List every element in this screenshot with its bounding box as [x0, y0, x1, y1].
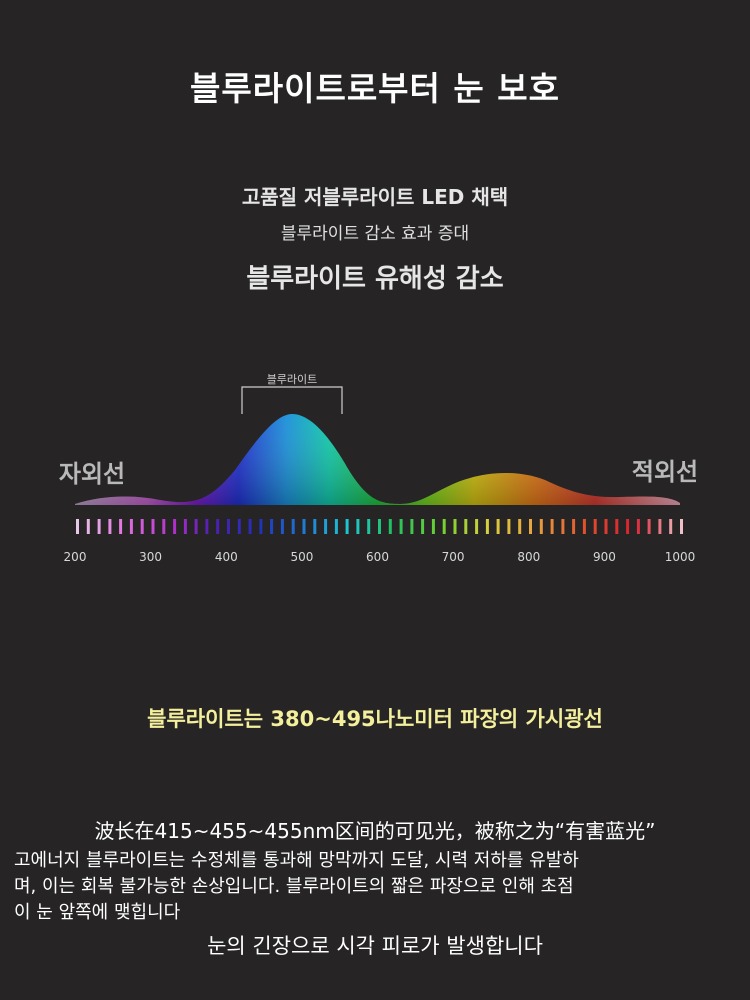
scale-bar [324, 519, 328, 534]
scale-bar [550, 519, 554, 534]
scale-bar [485, 519, 489, 534]
scale-bar [475, 519, 479, 534]
scale-bar [572, 519, 576, 534]
scale-bar [108, 519, 112, 534]
harmful-blue-light-note: 波长在415~455~455nm区间的可见光，被称之为“有害蓝光” [94, 819, 656, 843]
scale-bar [593, 519, 597, 534]
scale-bar [227, 519, 230, 534]
ultraviolet-label: 자외선 [59, 460, 125, 488]
infrared-label: 적외선 [632, 458, 698, 486]
scale-bar [183, 519, 187, 534]
scale-bar [76, 519, 79, 534]
scale-bar [378, 519, 381, 534]
tick-label: 700 [442, 550, 465, 564]
scale-bar [636, 519, 640, 534]
scale-bar [248, 519, 252, 534]
scale-bar [658, 519, 662, 534]
scale-bar [216, 519, 220, 534]
scale-bar [194, 519, 198, 534]
tick-label: 800 [517, 550, 540, 564]
scale-bar [270, 519, 274, 534]
scale-bar [367, 519, 371, 534]
explanation-paragraph: 고에너지 블루라이트는 수정체를 통과해 망막까지 도달, 시력 저하를 유발하… [14, 848, 739, 926]
scale-bar [140, 519, 144, 534]
explanation-line-1: 고에너지 블루라이트는 수정체를 통과해 망막까지 도달, 시력 저하를 유발하 [14, 850, 579, 871]
page-title: 블루라이트로부터 눈 보호 [190, 69, 560, 108]
scale-bar [151, 519, 155, 534]
scale-bar [237, 519, 241, 534]
scale-bar [518, 519, 522, 534]
scale-bar [453, 519, 457, 534]
scale-bar [129, 519, 133, 534]
scale-bar [680, 519, 683, 534]
scale-bar [119, 519, 123, 534]
scale-bar [604, 519, 608, 534]
scale-bar [162, 519, 166, 534]
scale-bar [615, 519, 619, 534]
scale-bar [334, 519, 338, 534]
scale-bar [345, 519, 349, 534]
tick-label: 600 [366, 550, 389, 564]
blue-light-bracket [241, 386, 343, 414]
scale-bar [280, 519, 284, 534]
scale-bar [431, 519, 435, 534]
explanation-line-3: 이 눈 앞쪽에 맺힙니다 [14, 902, 181, 923]
light-spectrum-diagram: 블루라이트 자외선 적외선 200 300 400 500 600 700 800 900 10… [59, 373, 698, 564]
scale-bar [647, 519, 651, 534]
scale-bar [529, 519, 532, 534]
eye-strain-note: 눈의 긴장으로 시각 피로가 발생합니다 [207, 934, 543, 958]
blue-light-bracket-label: 블루라이트 [267, 373, 318, 386]
scale-bar [291, 519, 295, 534]
tick-label: 900 [593, 550, 616, 564]
scale-bar [561, 519, 565, 534]
spectrum-curve [75, 414, 680, 505]
feature-led: 고품질 저블루라이트 LED 채택 [241, 185, 509, 209]
feature-reduction: 블루라이트 감소 효과 증대 [280, 224, 470, 244]
wavelength-ticks: 200 300 400 500 600 700 800 900 1000 [64, 550, 696, 564]
scale-bar [410, 519, 414, 534]
scale-bar [582, 519, 586, 534]
tick-label: 200 [64, 550, 87, 564]
scale-bar [205, 519, 209, 534]
scale-bar [442, 519, 446, 534]
scale-bar [539, 519, 543, 534]
scale-bar [302, 519, 306, 534]
scale-bar [496, 519, 500, 534]
scale-bar [356, 519, 360, 534]
explanation-line-2: 며, 이는 회복 불가능한 손상입니다. 블루라이트의 짧은 파장으로 인해 초… [14, 876, 574, 897]
tick-label: 500 [290, 550, 313, 564]
scale-bar [421, 519, 425, 534]
scale-bar [97, 519, 101, 534]
scale-bar [626, 519, 630, 534]
scale-bar [313, 519, 317, 534]
scale-bar [173, 519, 177, 534]
scale-bar [464, 519, 468, 534]
scale-bar [86, 519, 90, 534]
scale-bar [507, 519, 511, 534]
tick-label: 400 [215, 550, 238, 564]
scale-bar [259, 519, 263, 534]
wavelength-color-scale [76, 519, 683, 534]
blue-light-definition: 블루라이트는 380~495나노미터 파장의 가시광선 [147, 707, 603, 731]
feature-harm-reduction: 블루라이트 유해성 감소 [246, 264, 504, 294]
tick-label: 1000 [665, 550, 696, 564]
scale-bar [399, 519, 403, 534]
scale-bar [669, 519, 673, 534]
tick-label: 300 [139, 550, 162, 564]
scale-bar [388, 519, 392, 534]
